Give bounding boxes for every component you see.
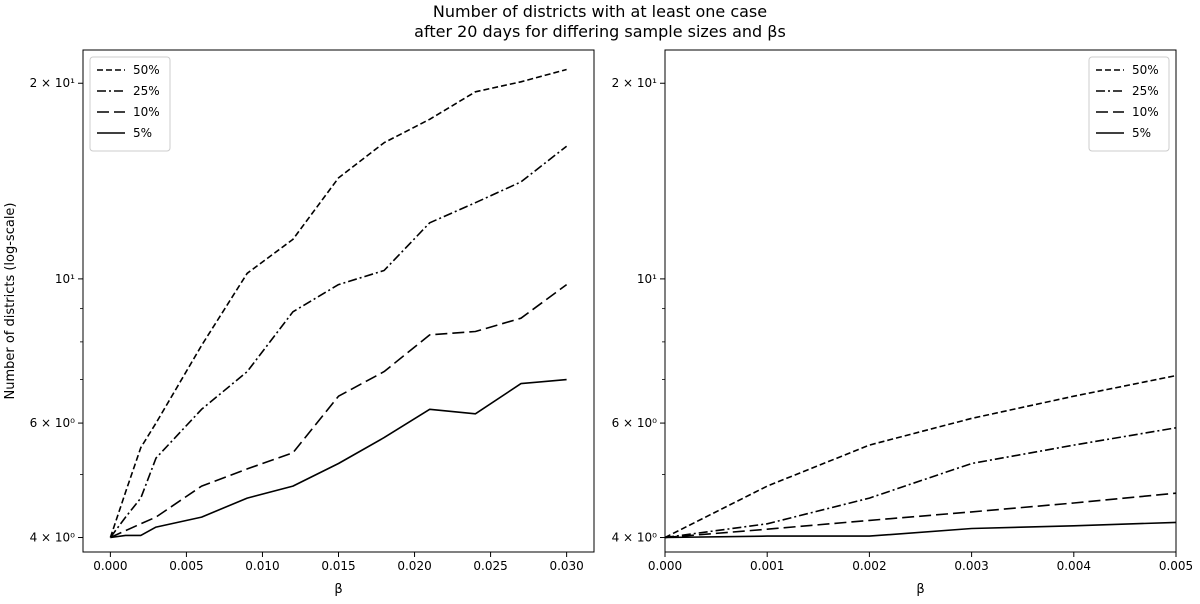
legend-label: 50% bbox=[1132, 63, 1159, 77]
y-tick-label: 4 × 10⁰ bbox=[30, 531, 76, 545]
legend-label: 25% bbox=[133, 84, 160, 98]
x-tick-label: 0.001 bbox=[750, 559, 784, 573]
title-line-2: after 20 days for differing sample sizes… bbox=[414, 22, 786, 41]
series-line-2 bbox=[664, 427, 1177, 539]
series-line-4 bbox=[664, 521, 1177, 539]
x-tick-label: 0.015 bbox=[321, 559, 355, 573]
chart-panel-1: 0.000 0.005 0.010 0.015 0.020 0.025 0.030 β 4 × … bbox=[3, 49, 595, 597]
y-tick-label: 4 × 10⁰ bbox=[612, 531, 658, 545]
series-line-3 bbox=[110, 283, 568, 539]
y-tick-label: 10¹ bbox=[637, 272, 657, 286]
x-tick-label: 0.003 bbox=[954, 559, 988, 573]
x-axis-label: β bbox=[916, 582, 924, 597]
x-tick-label: 0.005 bbox=[1159, 559, 1193, 573]
series-line-1 bbox=[664, 374, 1177, 539]
x-tick-label: 0.005 bbox=[169, 559, 203, 573]
x-tick-label: 0.002 bbox=[852, 559, 886, 573]
legend-label: 25% bbox=[1132, 84, 1159, 98]
series-line-4 bbox=[110, 378, 567, 539]
x-tick-label: 0.000 bbox=[648, 559, 682, 573]
legend-label: 10% bbox=[133, 105, 160, 119]
x-tick-label: 0.000 bbox=[93, 559, 127, 573]
x-axis-label: β bbox=[334, 582, 342, 597]
legend-box bbox=[89, 56, 171, 152]
y-tick-label: 10¹ bbox=[55, 272, 75, 286]
x-tick-label: 0.030 bbox=[549, 559, 583, 573]
y-tick-label: 2 × 10¹ bbox=[612, 76, 658, 90]
legend-box bbox=[1088, 56, 1170, 152]
y-tick-label: 6 × 10⁰ bbox=[612, 416, 658, 430]
axes-frame bbox=[664, 49, 1177, 553]
series-line-2 bbox=[109, 145, 568, 538]
legend-label: 50% bbox=[133, 63, 160, 77]
series-line-1 bbox=[109, 68, 567, 538]
figure-title: Number of districts with at least one ca… bbox=[0, 2, 1200, 42]
x-tick-label: 0.025 bbox=[473, 559, 507, 573]
y-axis-label: Number of districts (log-scale) bbox=[3, 202, 18, 399]
series-line-3 bbox=[664, 492, 1177, 539]
y-tick-label: 2 × 10¹ bbox=[30, 76, 76, 90]
x-tick-label: 0.010 bbox=[245, 559, 279, 573]
legend-label: 5% bbox=[133, 126, 152, 140]
chart-panel-2: 0.000 0.001 0.002 0.003 0.004 0.005 β 4 × 10⁰ 6 … bbox=[612, 49, 1193, 597]
legend-label: 5% bbox=[1132, 126, 1151, 140]
x-tick-label: 0.004 bbox=[1057, 559, 1091, 573]
legend-label: 10% bbox=[1132, 105, 1159, 119]
y-tick-label: 6 × 10⁰ bbox=[30, 416, 76, 430]
x-tick-label: 0.020 bbox=[397, 559, 431, 573]
title-line-1: Number of districts with at least one ca… bbox=[432, 2, 768, 21]
